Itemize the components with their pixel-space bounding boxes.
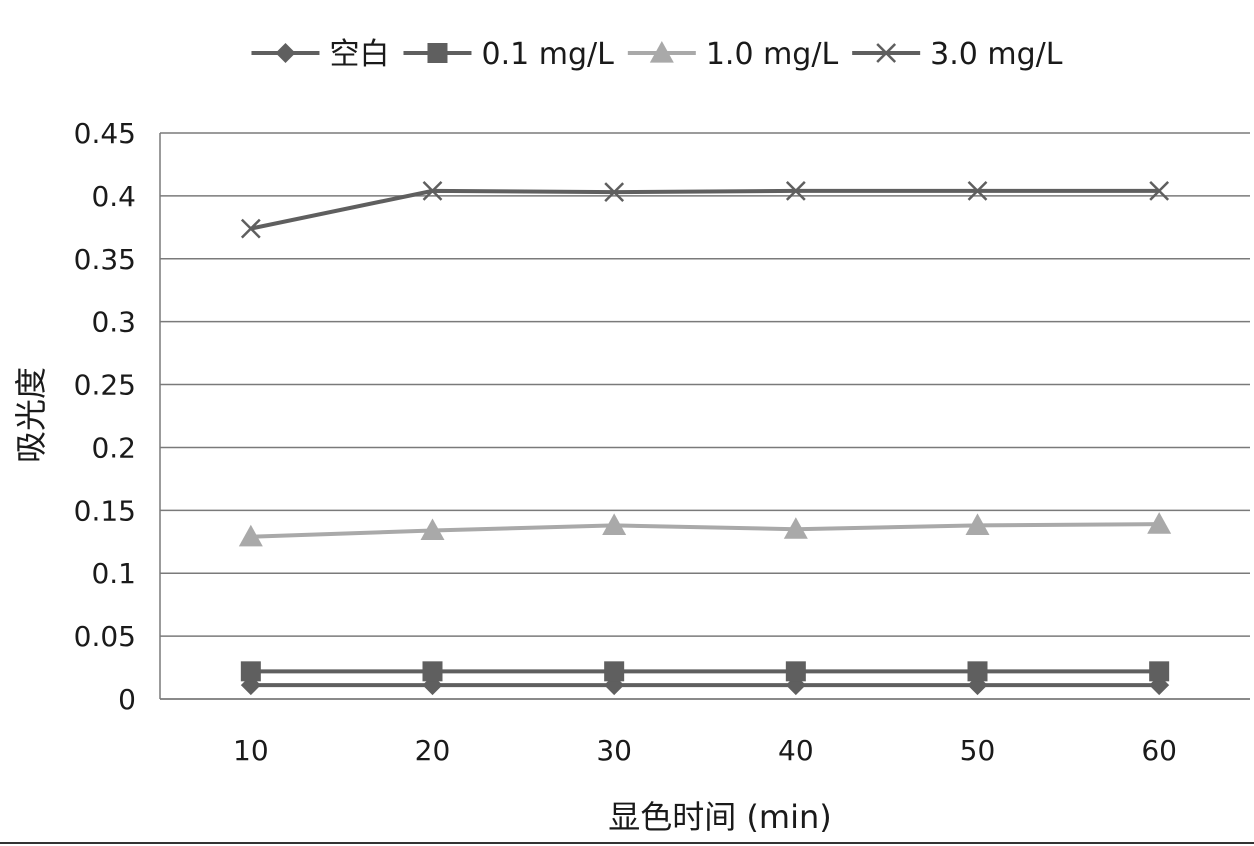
x-tick-label: 10 [233,734,269,767]
x-tick-labels: 10 20 30 40 50 60 [233,734,1177,767]
data-point-stroke-b [604,182,625,202]
data-point [604,661,625,682]
data-point [240,218,261,239]
data-point [785,661,806,682]
legend-swatch-marker [649,41,674,63]
series-line [250,522,1160,539]
y-tick-label: 0.05 [74,620,136,653]
data-point-stroke-b [240,218,261,239]
data-point [420,518,445,541]
legend: 空白 0.1 mg/L 1.0 mg/L 3.0 mg/L [251,37,1063,72]
y-tick-label: 0.3 [91,306,136,339]
x-tick-label: 20 [415,734,451,767]
legend-swatch-marker-stroke-b [876,43,897,63]
y-tick-label: 0.4 [91,180,136,213]
y-tick-label: 0 [118,683,136,716]
data-point-stroke-b [1149,180,1170,201]
data-point-stroke-b [967,180,988,201]
series-1 [240,661,1170,682]
data-point-stroke-b [785,180,806,201]
data-point [785,180,806,201]
data-point [965,513,990,536]
data-point [967,661,988,682]
y-tick-label: 0.45 [74,117,136,150]
data-point [422,180,443,201]
data-point-stroke-b [422,180,443,201]
data-point [1149,180,1170,201]
data-point [238,524,263,547]
y-tick-label: 0.1 [91,557,136,590]
series-layer [238,180,1172,696]
legend-label: 空白 [329,37,389,72]
y-tick-label: 0.35 [74,243,136,276]
y-axis-title: 吸光度 [12,367,50,463]
legend-item: 3.0 mg/L [852,37,1063,72]
legend-swatch-marker [876,43,897,63]
legend-label: 1.0 mg/L [706,37,839,72]
data-point [604,182,625,202]
series-2 [238,512,1172,547]
y-tick-label: 0.15 [74,494,136,527]
x-tick-label: 30 [596,734,632,767]
data-point [783,517,808,539]
y-tick-labels: 0 0.05 0.1 0.15 0.2 0.25 0.3 0.35 0.4 0.45 [74,117,136,716]
data-point [967,180,988,201]
x-tick-label: 60 [1141,734,1177,767]
axes [159,133,1250,700]
data-point [602,513,627,536]
legend-label: 3.0 mg/L [930,37,1063,72]
legend-item: 空白 [251,37,389,72]
data-point [240,661,261,682]
gridlines [160,132,1250,700]
legend-item: 1.0 mg/L [627,37,839,72]
data-point [1147,512,1172,534]
data-point [1149,661,1170,682]
x-tick-label: 40 [778,734,814,767]
series-0 [240,675,1170,696]
x-tick-label: 50 [960,734,996,767]
legend-swatch-marker [427,43,448,63]
y-tick-label: 0.2 [91,431,136,464]
x-axis-title: 显色时间 (min) [608,798,832,836]
legend-label: 0.1 mg/L [481,37,614,72]
series-line [250,188,1160,231]
data-point [422,661,443,682]
series-3 [240,180,1170,239]
y-tick-label: 0.25 [74,369,136,402]
legend-swatch-marker [275,43,296,63]
legend-item: 0.1 mg/L [403,37,614,72]
